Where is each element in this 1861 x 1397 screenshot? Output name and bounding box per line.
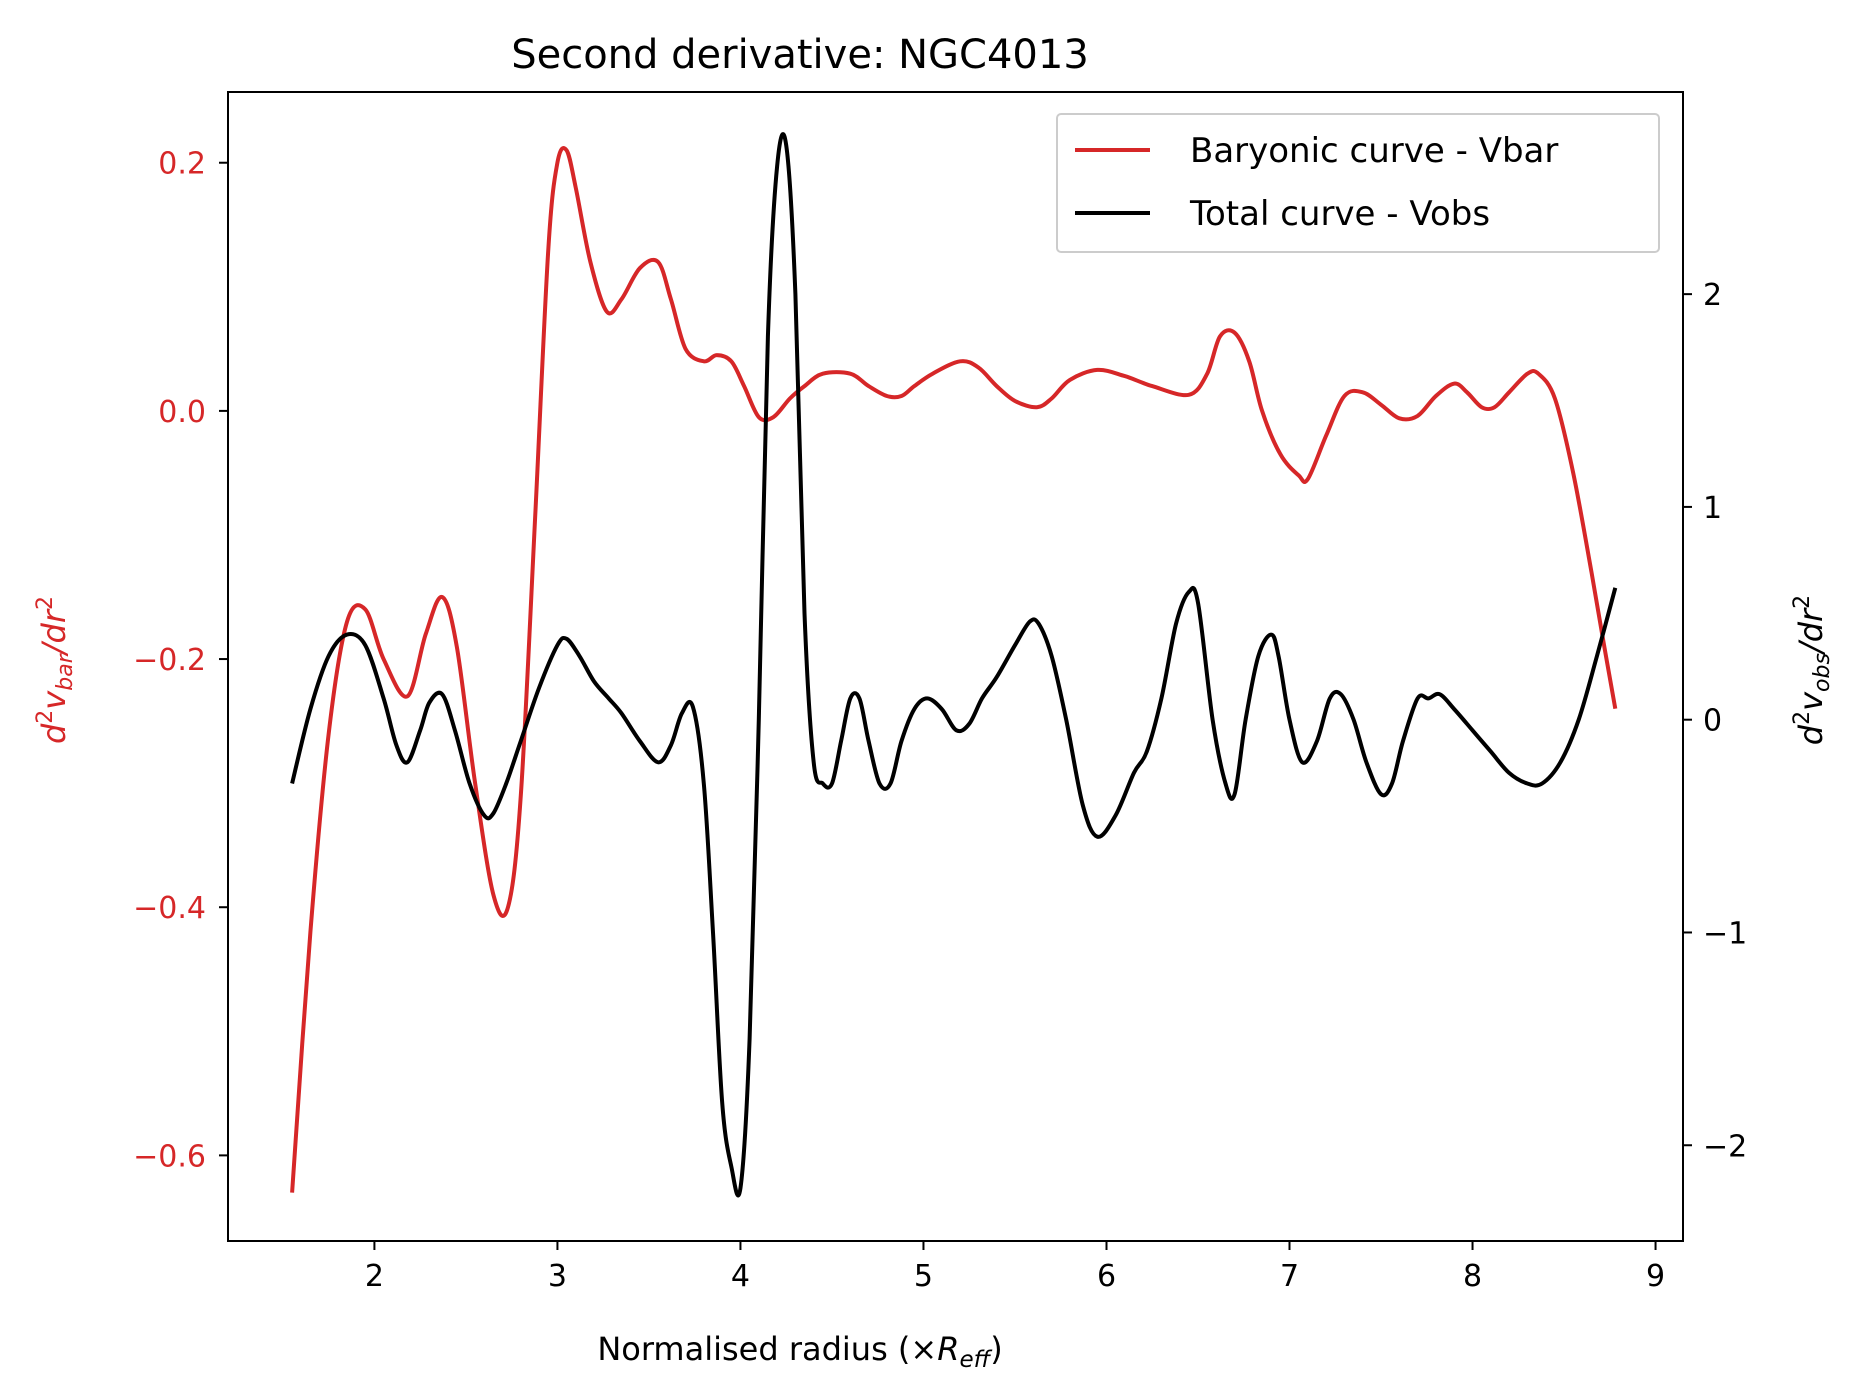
x-axis: 2 3 4 5 6 7 8 9 <box>365 1241 1665 1294</box>
right-y-axis: −2 −1 0 1 2 <box>1683 278 1747 1164</box>
x-tick-label: 9 <box>1646 1259 1665 1294</box>
left-y-tick-label: −0.6 <box>133 1139 206 1174</box>
left-y-tick-label: 0.0 <box>158 395 206 430</box>
x-tick-label: 5 <box>914 1259 933 1294</box>
chart-title: Second derivative: NGC4013 <box>511 32 1089 78</box>
x-tick-label: 2 <box>365 1259 384 1294</box>
plot-frame <box>227 91 1684 1242</box>
x-axis-label: Normalised radius (×Reff) <box>597 1330 1002 1373</box>
legend-label-vobs: Total curve - Vobs <box>1189 194 1490 234</box>
left-y-tick-label: −0.2 <box>133 643 206 678</box>
legend-label-vbar: Baryonic curve - Vbar <box>1190 131 1558 171</box>
left-y-axis: −0.6 −0.4 −0.2 0.0 0.2 <box>133 147 228 1174</box>
series-line-vobs <box>290 132 1618 1198</box>
series-line-vbar <box>290 146 1618 1193</box>
legend: Baryonic curve - Vbar Total curve - Vobs <box>1056 113 1660 253</box>
right-y-axis-label: d2vobs/dr2 <box>1790 595 1835 745</box>
left-y-tick-label: 0.2 <box>158 147 206 182</box>
legend-frame <box>1056 113 1660 253</box>
x-tick-label: 7 <box>1280 1259 1299 1294</box>
right-y-tick-label: 0 <box>1703 704 1722 739</box>
right-y-tick-label: −2 <box>1703 1129 1747 1164</box>
x-tick-label: 8 <box>1463 1259 1482 1294</box>
right-y-tick-label: 1 <box>1703 491 1722 526</box>
right-y-tick-label: 2 <box>1703 278 1722 313</box>
left-y-axis-label: d2vbar/dr2 <box>33 596 78 744</box>
x-tick-label: 3 <box>548 1259 567 1294</box>
series-layer <box>290 132 1618 1198</box>
x-tick-label: 6 <box>1097 1259 1116 1294</box>
left-y-tick-label: −0.4 <box>133 891 206 926</box>
right-y-tick-label: −1 <box>1703 916 1747 951</box>
x-tick-label: 4 <box>731 1259 750 1294</box>
